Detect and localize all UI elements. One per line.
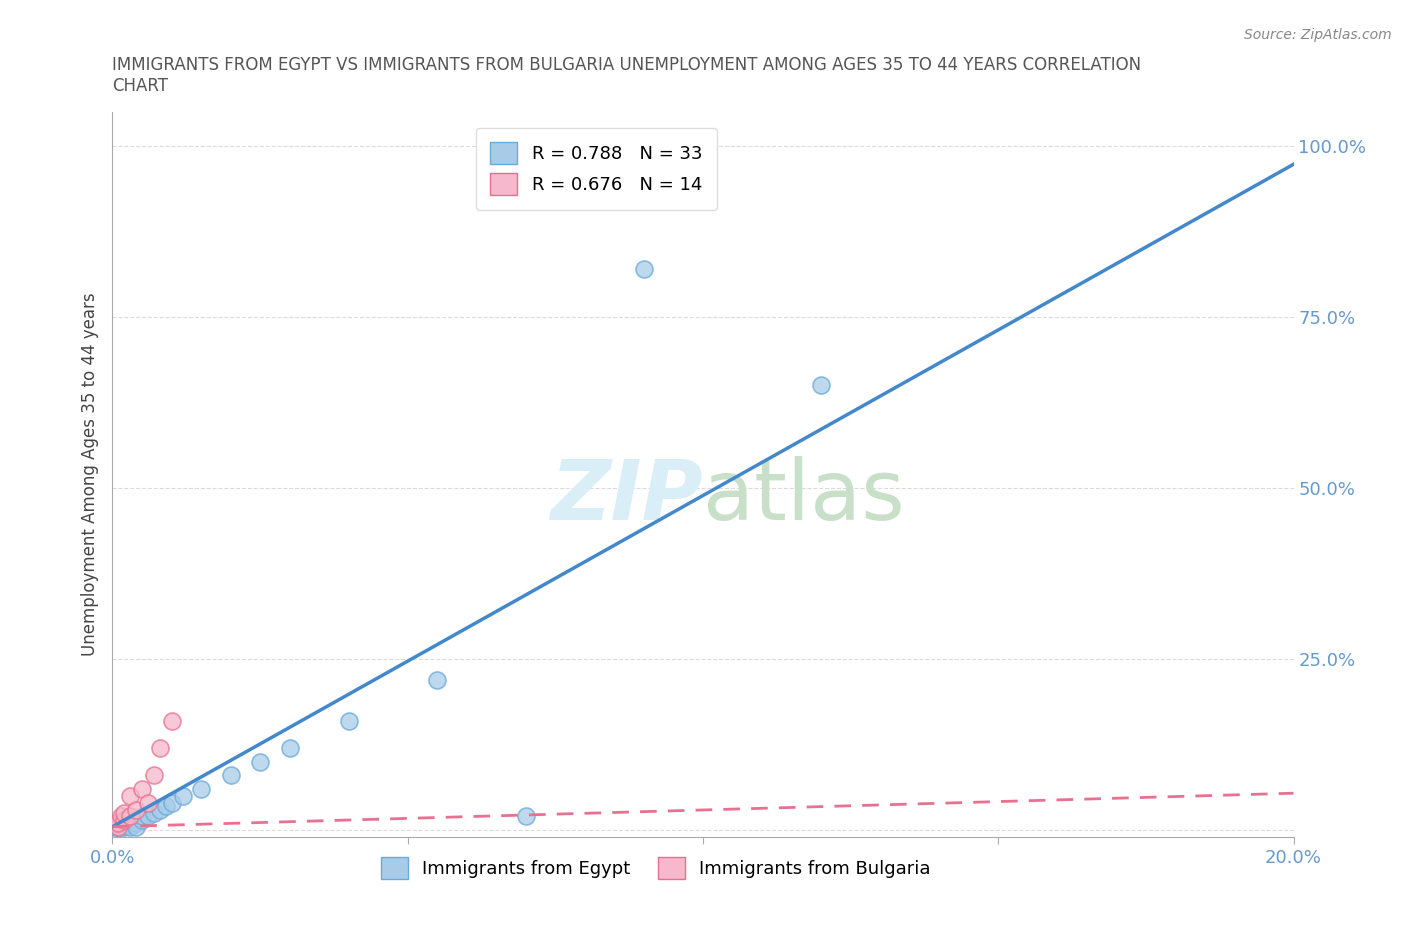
Point (112, 813, 135, 828)
Point (278, 740, 301, 755)
Y-axis label: Unemployment Among Ages 35 to 44 years: Unemployment Among Ages 35 to 44 years (80, 293, 98, 656)
Point (125, 803, 148, 817)
Point (125, 816, 148, 830)
Point (120, 816, 142, 830)
Point (142, 768, 165, 783)
Text: ZIP: ZIP (550, 456, 703, 537)
Point (142, 805, 165, 820)
Point (219, 768, 242, 783)
Point (110, 819, 132, 834)
Point (131, 781, 153, 796)
Point (426, 672, 449, 687)
Point (810, 378, 832, 392)
Point (104, 819, 127, 834)
Point (136, 795, 159, 810)
Point (249, 754, 271, 769)
Point (112, 813, 135, 828)
Point (107, 819, 129, 834)
Text: Source: ZipAtlas.com: Source: ZipAtlas.com (1244, 28, 1392, 42)
Point (104, 816, 127, 830)
Point (110, 816, 132, 830)
Point (131, 809, 153, 824)
Point (120, 789, 142, 804)
Point (112, 805, 135, 820)
Point (160, 795, 183, 810)
Point (110, 809, 132, 824)
Point (112, 819, 135, 834)
Point (515, 809, 537, 824)
Point (131, 813, 153, 828)
Point (136, 809, 159, 824)
Point (120, 813, 142, 828)
Point (125, 813, 148, 828)
Legend: Immigrants from Egypt, Immigrants from Bulgaria: Immigrants from Egypt, Immigrants from B… (374, 849, 938, 886)
Point (120, 819, 142, 834)
Point (117, 816, 138, 830)
Point (160, 713, 183, 728)
Point (107, 816, 129, 830)
Text: atlas: atlas (703, 456, 904, 537)
Point (337, 713, 360, 728)
Point (190, 781, 212, 796)
Text: IMMIGRANTS FROM EGYPT VS IMMIGRANTS FROM BULGARIA UNEMPLOYMENT AMONG AGES 35 TO : IMMIGRANTS FROM EGYPT VS IMMIGRANTS FROM… (112, 56, 1142, 95)
Point (107, 819, 129, 834)
Point (155, 799, 177, 814)
Point (172, 789, 194, 804)
Point (125, 819, 148, 834)
Point (633, 261, 655, 276)
Point (149, 740, 172, 755)
Point (107, 819, 129, 834)
Point (120, 809, 142, 824)
Point (112, 816, 135, 830)
Point (107, 816, 129, 830)
Point (149, 803, 172, 817)
